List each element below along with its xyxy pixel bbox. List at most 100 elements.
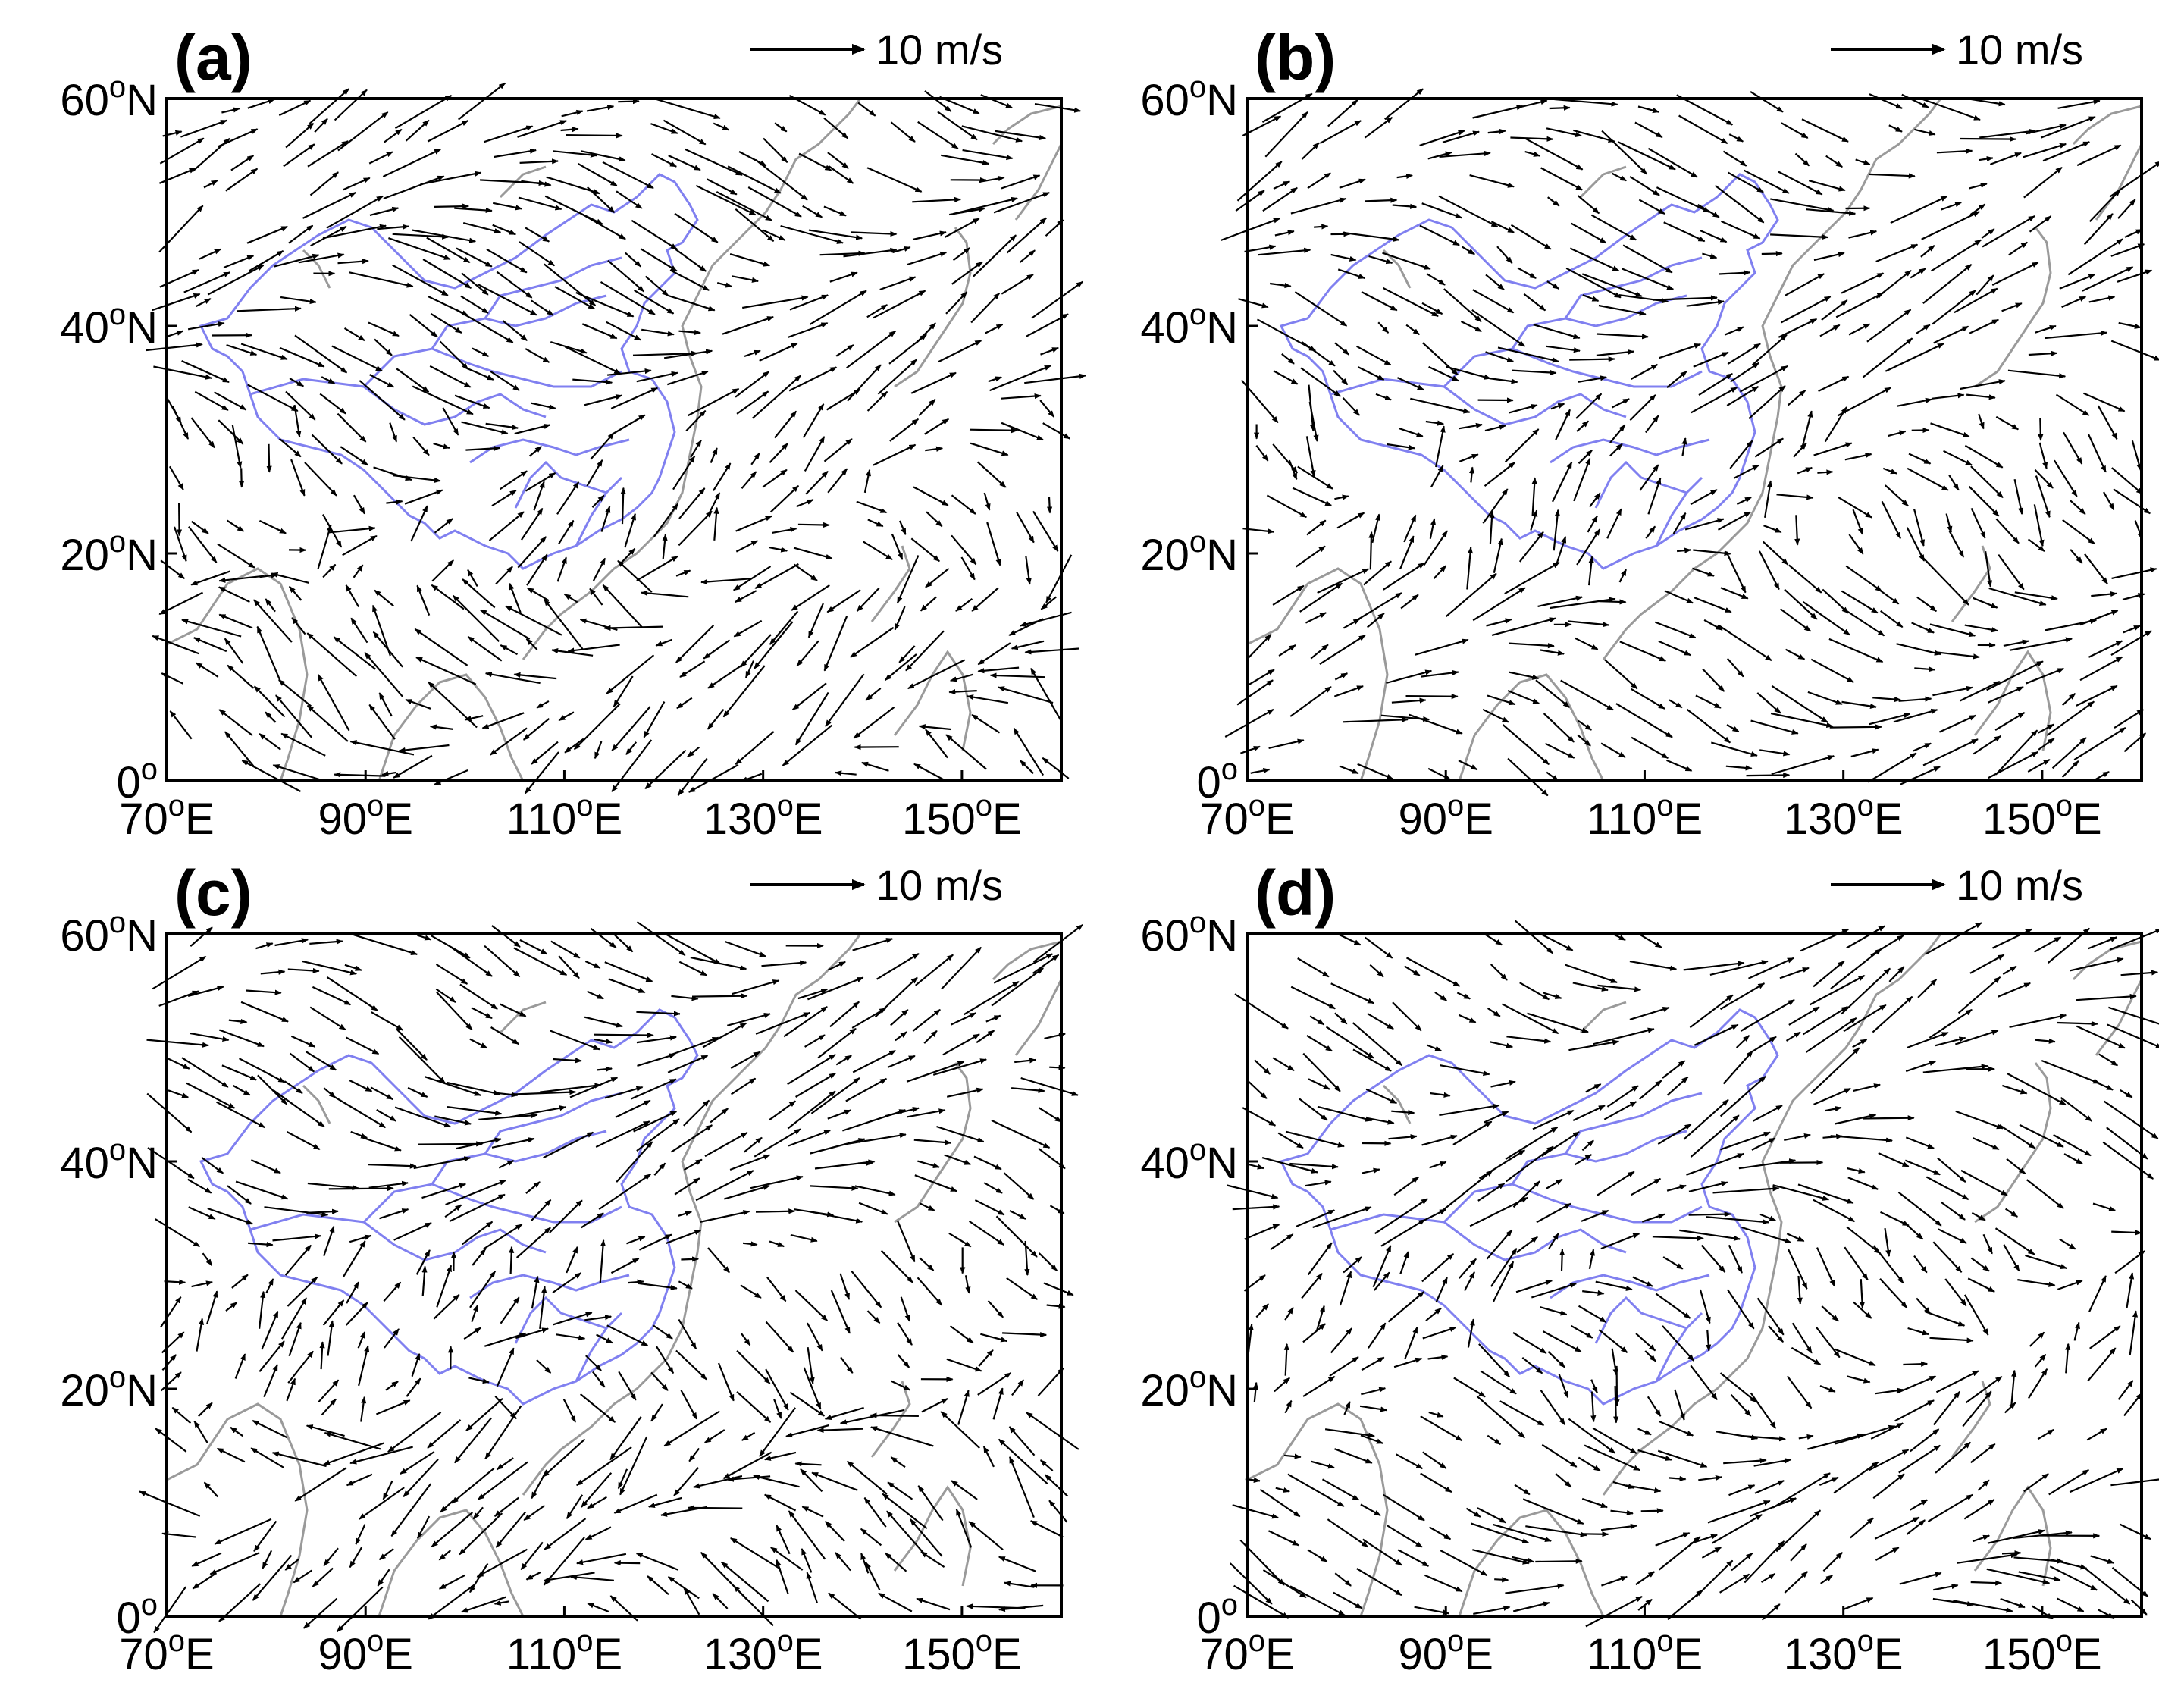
wind-vector (1006, 217, 1047, 254)
wind-vector (898, 645, 916, 663)
wind-vector (949, 673, 973, 682)
wind-vector (889, 418, 920, 442)
wind-vector (677, 757, 708, 796)
wind-vector (1013, 727, 1045, 776)
wind-vector (409, 314, 438, 338)
wind-vector (405, 698, 431, 710)
wind-vector (522, 718, 550, 741)
wind-vector (256, 625, 281, 682)
wind-vector (572, 378, 613, 385)
wind-vector (865, 688, 882, 701)
wind-vector (386, 499, 403, 505)
reference-vector-label: 10 m/s (1956, 26, 2083, 74)
wind-vector (793, 547, 833, 559)
wind-vector (283, 143, 315, 168)
wind-vector (1573, 129, 1615, 143)
wind-vector (983, 492, 991, 511)
wind-vector (907, 251, 948, 266)
wind-vector (606, 368, 652, 376)
wind-vector (253, 599, 293, 643)
wind-vector (678, 329, 701, 336)
wind-vector (951, 494, 976, 515)
wind-vector (1599, 599, 1627, 605)
wind-vector (463, 365, 494, 381)
wind-vector (396, 368, 430, 393)
wind-vector (302, 192, 357, 219)
wind-vector (1042, 422, 1071, 440)
wind-vector (989, 365, 1051, 392)
wind-vector (679, 660, 706, 678)
wind-vector (525, 638, 538, 650)
wind-vector (486, 248, 528, 274)
wind-vector (826, 388, 861, 411)
wind-vector (2023, 143, 2067, 158)
wind-vector (306, 632, 358, 678)
wind-vector (239, 468, 245, 488)
wind-vector (843, 247, 898, 258)
wind-vector (331, 345, 383, 372)
wind-vector (985, 323, 1004, 334)
wind-vector (853, 707, 895, 739)
wind-vector (467, 569, 478, 588)
wind-vector (791, 682, 827, 711)
wind-vector (609, 414, 646, 436)
wind-vector (556, 481, 580, 515)
wind-vector (952, 247, 971, 262)
wind-vector (1040, 596, 1057, 610)
wind-vector (369, 374, 395, 388)
x-tick-label: 90oE (1398, 1625, 1493, 1679)
wind-vector (1439, 150, 1491, 158)
wind-vector (524, 751, 559, 794)
wind-vector (2040, 116, 2096, 139)
x-tick-label: 90oE (318, 789, 412, 844)
wind-vector (589, 588, 603, 606)
wind-vector (560, 127, 579, 133)
wind-vector (823, 117, 849, 139)
x-tick-label: 70oE (119, 789, 214, 844)
wind-vector (350, 617, 368, 644)
wind-vector (703, 639, 731, 660)
wind-vector (835, 770, 857, 776)
wind-vector (740, 634, 772, 668)
wind-vector (160, 559, 186, 579)
wind-vector (217, 543, 255, 569)
wind-vector (1970, 1580, 2003, 1586)
wind-vector (590, 432, 615, 460)
wind-vector (581, 323, 618, 340)
wind-vector (631, 219, 678, 250)
wind-vector (392, 233, 450, 240)
wind-vector (971, 587, 999, 612)
wind-vector (485, 422, 519, 431)
wind-vector (218, 575, 265, 583)
wind-vector (685, 148, 743, 177)
wind-vector (827, 468, 848, 494)
wind-vector (1617, 141, 1676, 171)
wind-vector (1829, 724, 1882, 730)
reference-vector-label: 10 m/s (876, 26, 1003, 74)
x-tick-label: 110oE (1587, 1625, 1703, 1679)
wind-vector (1722, 150, 1747, 167)
wind-vector (526, 553, 548, 586)
wind-vector (856, 500, 888, 514)
wind-vector (952, 196, 1018, 215)
x-tick-label: 150oE (1982, 1625, 2102, 1679)
y-tick-label: 60oN (60, 906, 158, 961)
wind-vector (688, 763, 739, 793)
wind-vector (517, 536, 547, 569)
wind-vector (772, 527, 797, 534)
wind-vector (1001, 174, 1041, 190)
wind-vector (265, 711, 277, 723)
wind-vector (1442, 130, 1480, 143)
wind-vector (707, 178, 738, 196)
wind-vector (575, 291, 635, 318)
wind-vector (231, 424, 243, 469)
wind-vector (1327, 99, 1358, 127)
wind-vector (226, 344, 258, 356)
wind-vector (499, 470, 528, 490)
wind-vector (491, 489, 517, 507)
wind-vector (272, 764, 320, 781)
wind-vector (513, 672, 557, 680)
wind-vector (1030, 667, 1063, 722)
wind-vector (188, 526, 218, 563)
